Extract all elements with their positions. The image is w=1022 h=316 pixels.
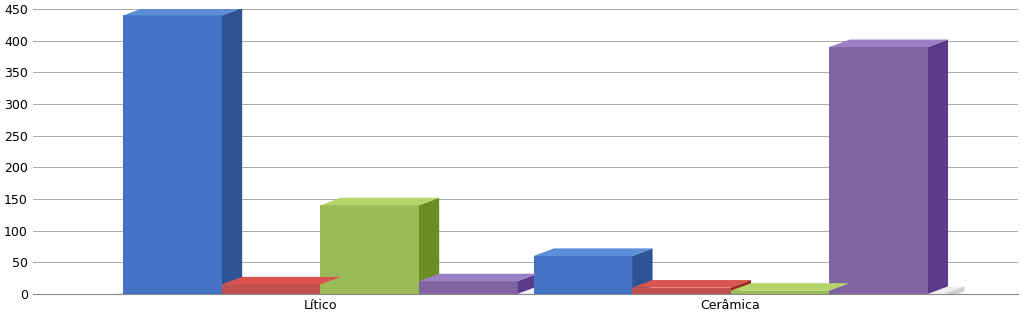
Polygon shape — [533, 286, 554, 299]
Bar — [115, 294, 525, 299]
Polygon shape — [320, 198, 439, 205]
Bar — [525, 294, 936, 299]
Polygon shape — [419, 198, 439, 294]
Polygon shape — [222, 8, 242, 294]
Bar — [222, 284, 320, 294]
Polygon shape — [731, 280, 751, 294]
Polygon shape — [222, 277, 340, 284]
Polygon shape — [124, 8, 242, 15]
Bar — [829, 47, 928, 294]
Polygon shape — [525, 286, 965, 294]
Bar — [731, 291, 829, 294]
Bar — [632, 288, 731, 294]
Polygon shape — [632, 248, 653, 294]
Bar — [124, 15, 222, 294]
Polygon shape — [115, 286, 554, 294]
Bar — [533, 256, 632, 294]
Polygon shape — [829, 40, 948, 47]
Polygon shape — [533, 248, 653, 256]
Bar — [320, 205, 419, 294]
Polygon shape — [731, 283, 849, 291]
Polygon shape — [419, 274, 538, 281]
Polygon shape — [632, 280, 751, 288]
Polygon shape — [517, 274, 538, 294]
Polygon shape — [320, 277, 340, 294]
Polygon shape — [829, 283, 849, 294]
Bar — [419, 281, 517, 294]
Polygon shape — [928, 40, 948, 294]
Polygon shape — [944, 286, 965, 299]
